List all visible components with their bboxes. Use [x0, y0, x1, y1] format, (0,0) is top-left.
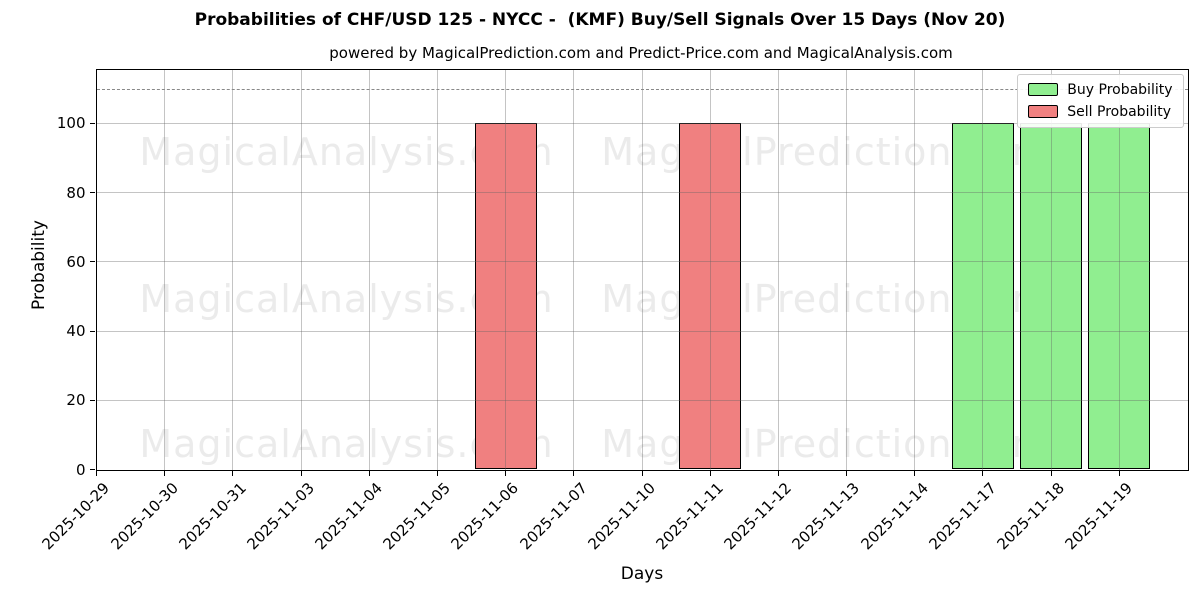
legend-item: Sell Probability — [1028, 104, 1172, 120]
bar-buy-probability — [951, 123, 1014, 470]
y-tick-mark — [90, 261, 95, 263]
y-tick-mark — [90, 469, 95, 470]
x-tick-label: 2025-11-07 — [516, 478, 591, 553]
vertical-gridline — [1118, 69, 1120, 470]
x-tick-mark — [505, 471, 507, 476]
horizontal-gridline — [96, 192, 1188, 194]
x-tick-label: 2025-11-14 — [857, 478, 932, 553]
x-tick-label: 2025-11-18 — [993, 478, 1068, 553]
y-tick-mark — [90, 330, 95, 332]
vertical-gridline — [709, 69, 711, 470]
horizontal-gridline — [96, 330, 1188, 332]
horizontal-gridline — [96, 399, 1188, 401]
vertical-gridline — [1050, 69, 1052, 470]
bar-buy-probability — [1020, 123, 1083, 470]
y-tick-label: 20 — [66, 391, 86, 410]
y-tick-label: 100 — [56, 114, 86, 133]
x-tick-mark — [1050, 471, 1052, 476]
horizontal-gridline — [96, 261, 1188, 263]
x-tick-mark — [96, 471, 97, 476]
x-tick-label: 2025-11-12 — [720, 478, 796, 553]
x-tick-mark — [709, 471, 711, 476]
legend-swatch-icon — [1028, 83, 1059, 96]
y-tick-label: 40 — [66, 322, 86, 341]
horizontal-gridline — [96, 122, 1188, 124]
vertical-gridline — [846, 69, 848, 470]
vertical-gridline — [300, 69, 302, 470]
x-axis-label: Days — [620, 564, 664, 584]
vertical-gridline — [914, 69, 916, 470]
x-tick-mark — [300, 471, 302, 476]
x-tick-label: 2025-11-13 — [788, 478, 864, 553]
vertical-gridline — [436, 69, 438, 470]
x-tick-label: 2025-10-30 — [107, 478, 182, 553]
vertical-gridline — [164, 69, 166, 470]
y-tick-label: 60 — [66, 252, 86, 271]
x-tick-mark — [164, 471, 166, 476]
vertical-gridline — [505, 69, 507, 470]
x-tick-label: 2025-11-10 — [584, 478, 659, 553]
x-tick-label: 2025-11-11 — [652, 478, 727, 553]
vertical-gridline — [982, 69, 984, 470]
vertical-gridline — [232, 69, 234, 470]
chart-subtitle: powered by MagicalPrediction.com and Pre… — [329, 44, 953, 62]
x-tick-label: 2025-10-29 — [38, 478, 114, 553]
vertical-gridline — [777, 69, 779, 470]
vertical-gridline — [573, 69, 575, 470]
chart-title: Probabilities of CHF/USD 125 - NYCC - (K… — [194, 10, 1006, 30]
x-tick-mark — [777, 471, 779, 476]
x-tick-label: 2025-11-17 — [925, 478, 1000, 553]
y-tick-mark — [90, 192, 95, 194]
plot-area: Buy Probability Sell Probability MagicalA… — [39, 68, 1189, 553]
legend-swatch-icon — [1028, 105, 1059, 118]
legend-label: Sell Probability — [1067, 103, 1172, 120]
vertical-gridline — [368, 69, 370, 470]
x-tick-label: 2025-11-19 — [1061, 478, 1137, 553]
x-tick-label: 2025-11-04 — [311, 478, 386, 553]
x-tick-mark — [914, 471, 916, 476]
y-tick-mark — [90, 399, 95, 401]
bar-sell-probability — [679, 123, 742, 470]
legend-label: Buy Probability — [1067, 81, 1173, 98]
x-tick-mark — [232, 471, 234, 476]
x-tick-mark — [641, 471, 643, 476]
x-tick-label: 2025-11-06 — [447, 478, 523, 553]
y-tick-label: 80 — [66, 183, 86, 202]
x-tick-mark — [573, 471, 575, 476]
y-tick-label: 0 — [75, 460, 86, 479]
x-tick-mark — [368, 471, 370, 476]
x-tick-mark — [1118, 471, 1120, 476]
x-tick-label: 2025-11-03 — [243, 478, 318, 553]
x-tick-label: 2025-11-05 — [379, 478, 455, 553]
y-tick-mark — [90, 122, 95, 124]
x-tick-label: 2025-10-31 — [175, 478, 250, 553]
bar-buy-probability — [1088, 123, 1151, 470]
x-tick-mark — [436, 471, 438, 476]
legend: Buy Probability Sell Probability — [1017, 73, 1184, 128]
vertical-gridline — [641, 69, 643, 470]
dashed-threshold-line — [96, 88, 1188, 90]
x-tick-mark — [846, 471, 848, 476]
x-tick-mark — [982, 471, 984, 476]
bar-sell-probability — [474, 123, 537, 470]
legend-item: Buy Probability — [1028, 81, 1173, 98]
